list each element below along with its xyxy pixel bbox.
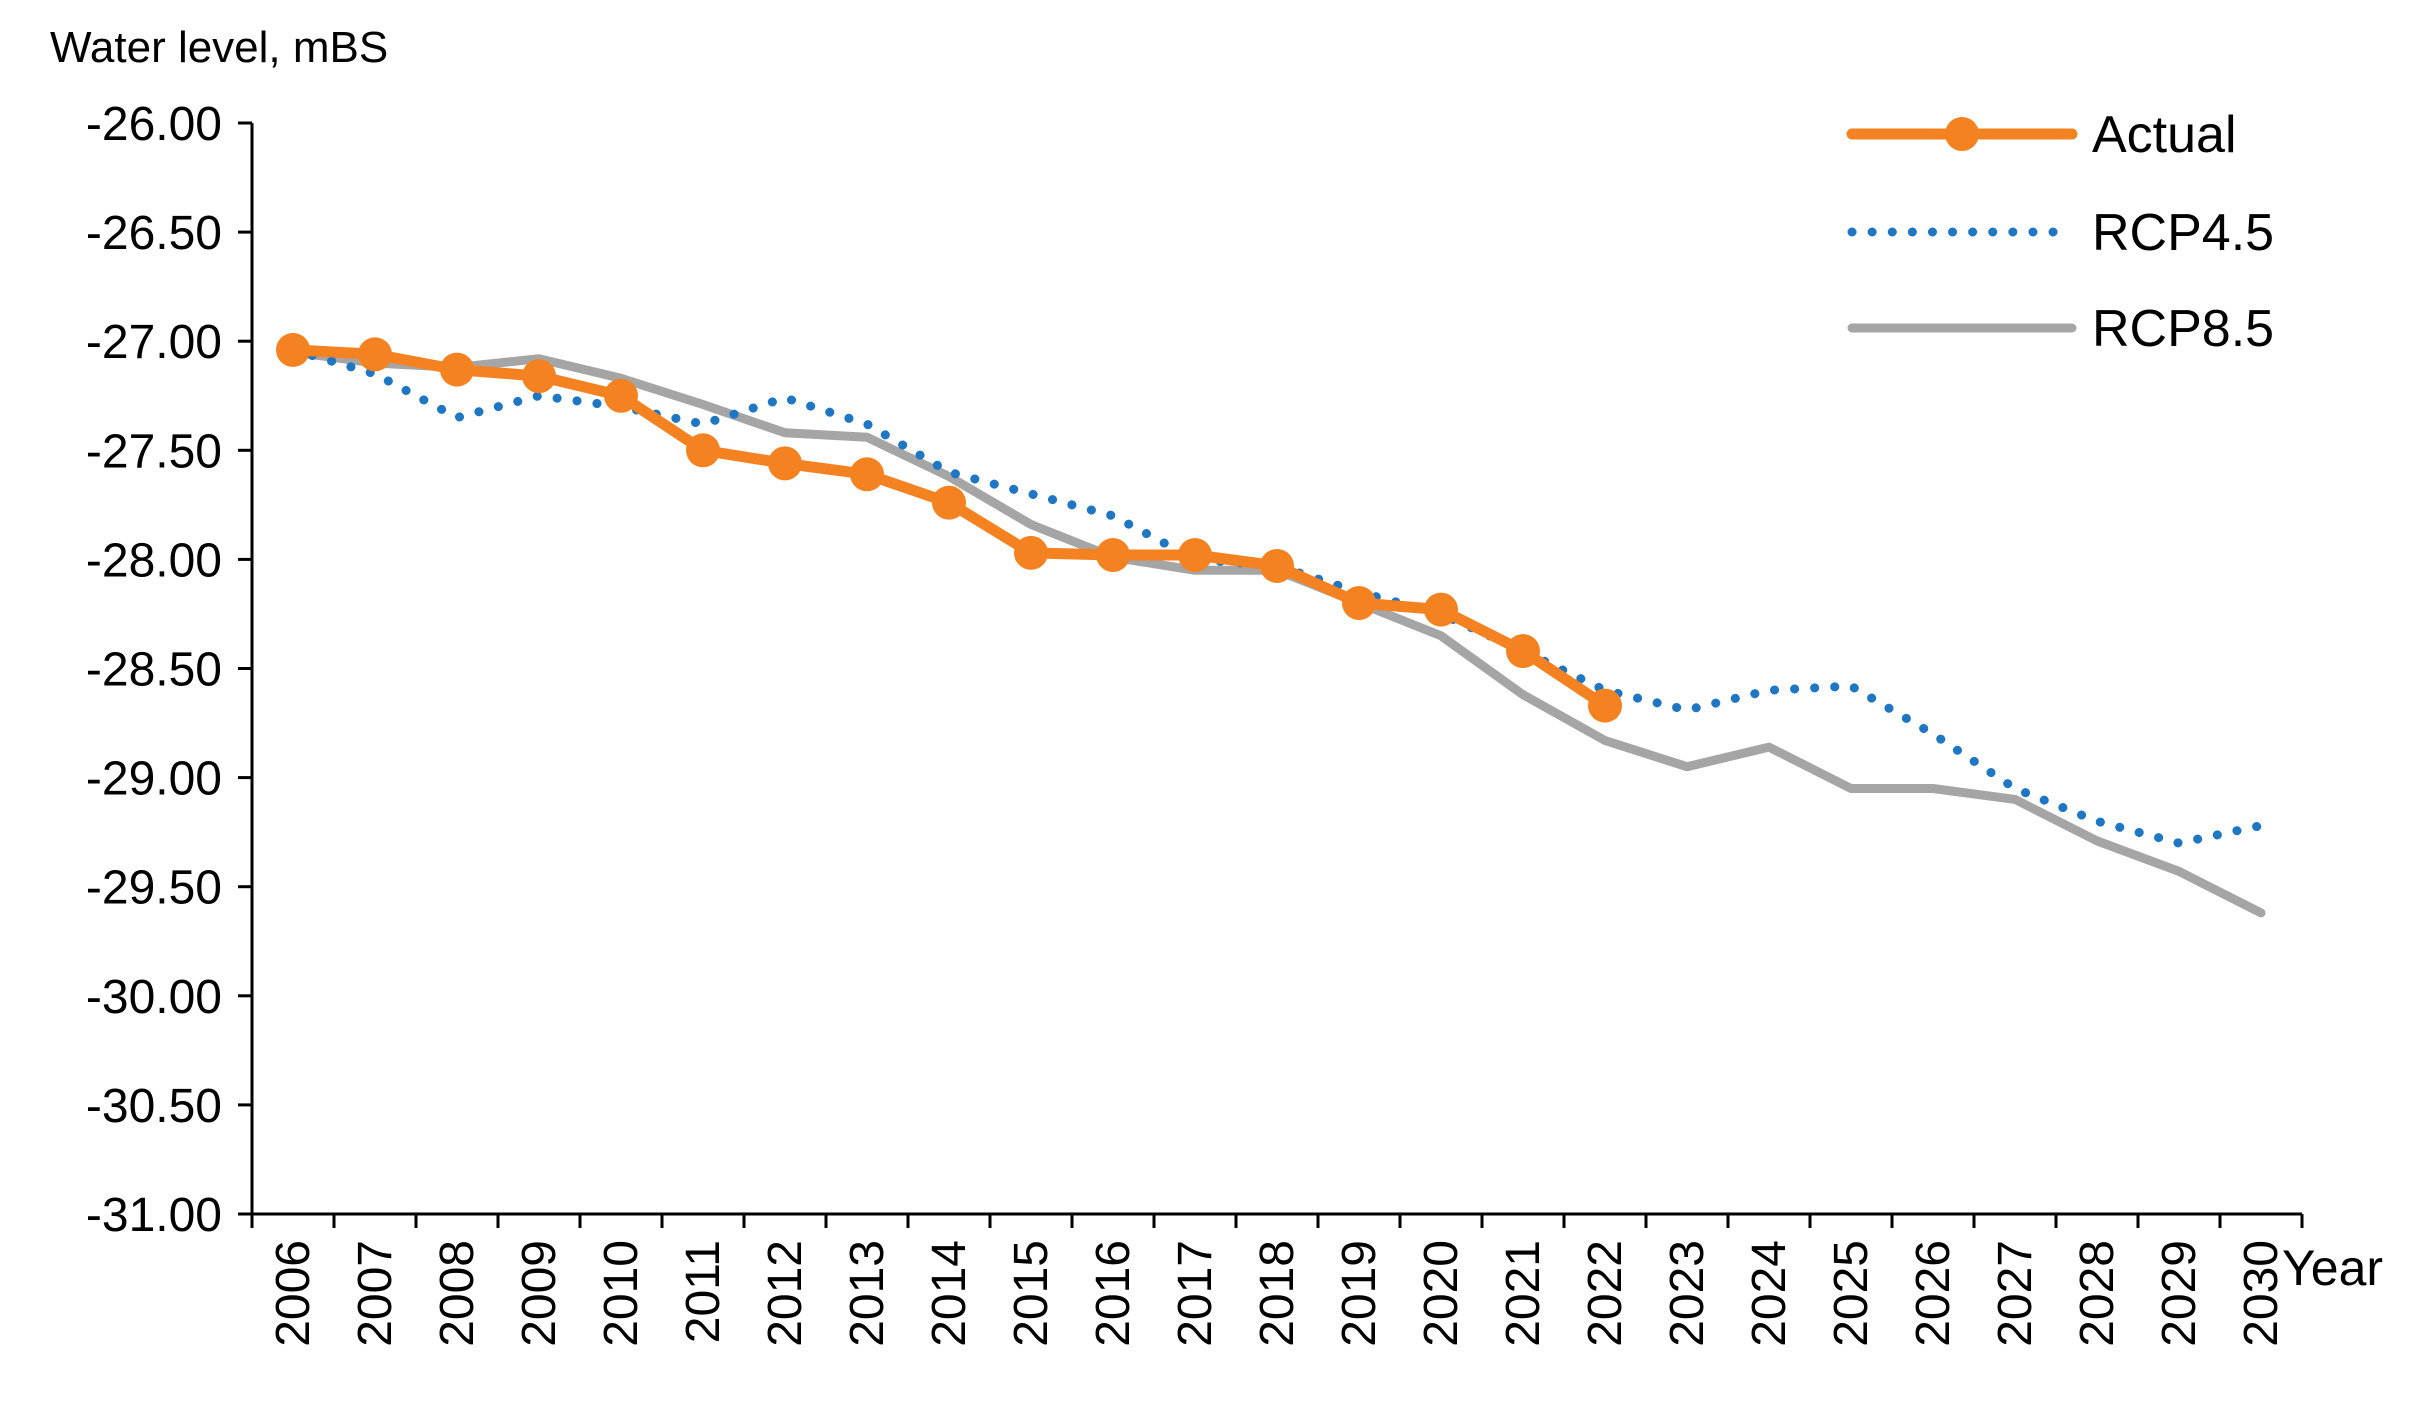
series-point-actual xyxy=(1342,586,1376,621)
x-tick-label: 2027 xyxy=(1989,1240,2042,1347)
legend-label-rcp4-5: RCP4.5 xyxy=(2092,204,2274,262)
x-tick-label: 2010 xyxy=(595,1240,648,1347)
legend-marker-actual xyxy=(1945,117,1979,151)
y-tick-label: -26.00 xyxy=(86,98,222,151)
series-point-actual xyxy=(1096,538,1130,573)
x-tick-label: 2019 xyxy=(1333,1240,1386,1347)
x-tick-label: 2028 xyxy=(2071,1240,2124,1347)
series-point-actual xyxy=(522,359,556,394)
x-tick-label: 2013 xyxy=(841,1240,894,1347)
y-tick-label: -27.00 xyxy=(86,316,222,369)
legend-label-rcp8-5: RCP8.5 xyxy=(2092,300,2274,358)
x-tick-label: 2014 xyxy=(923,1240,976,1347)
x-tick-label: 2018 xyxy=(1251,1240,1304,1347)
y-tick-label: -29.00 xyxy=(86,753,222,806)
series-line-rcp4-5 xyxy=(288,345,2266,848)
x-tick-label: 2016 xyxy=(1087,1240,1140,1347)
x-tick-label: 2021 xyxy=(1497,1240,1550,1347)
y-tick-label: -28.00 xyxy=(86,534,222,587)
x-tick-label: 2022 xyxy=(1579,1240,1632,1347)
x-tick-label: 2023 xyxy=(1661,1240,1714,1347)
y-tick-label: -30.00 xyxy=(86,971,222,1024)
series-point-actual xyxy=(1506,634,1540,669)
series-point-actual xyxy=(1260,548,1294,583)
x-tick-label: 2024 xyxy=(1743,1240,1796,1347)
x-tick-label: 2026 xyxy=(1907,1240,1960,1347)
x-tick-label: 2017 xyxy=(1169,1240,1222,1347)
series-point-actual xyxy=(604,378,638,413)
series-point-actual xyxy=(1588,688,1622,723)
x-tick-label: 2008 xyxy=(431,1240,484,1347)
x-tick-label: 2030 xyxy=(2235,1240,2288,1347)
x-tick-label: 2029 xyxy=(2153,1240,2206,1347)
legend: Actual RCP4.5 RCP8.5 xyxy=(1846,106,2274,358)
y-tick-label: -27.50 xyxy=(86,425,222,478)
y-tick-label: -31.00 xyxy=(86,1189,222,1242)
series-point-actual xyxy=(276,332,310,367)
series-point-actual xyxy=(686,433,720,468)
y-tick-label: -30.50 xyxy=(86,1080,222,1133)
series-point-actual xyxy=(440,352,474,387)
series-layer xyxy=(276,332,2266,918)
x-tick-label: 2020 xyxy=(1415,1240,1468,1347)
series-point-actual xyxy=(850,457,884,492)
series-point-actual xyxy=(358,337,392,372)
series-point-actual xyxy=(932,485,966,520)
x-tick-label: 2009 xyxy=(513,1240,566,1347)
x-tick-label: 2006 xyxy=(267,1240,320,1347)
series-point-actual xyxy=(1014,535,1048,570)
x-tick-label: 2011 xyxy=(677,1240,730,1343)
series-point-actual xyxy=(1424,592,1458,627)
series-point-actual xyxy=(768,446,802,481)
y-axis-title: Water level, mBS xyxy=(50,23,388,72)
axes: -26.00 -26.50 -27.00 -27.50 -28.00 -28.50 -29.… xyxy=(86,98,2304,1347)
series-point-actual xyxy=(1178,538,1212,573)
y-tick-label: -28.50 xyxy=(86,644,222,697)
x-tick-label: 2012 xyxy=(759,1240,812,1347)
series-line-actual xyxy=(287,344,1611,712)
y-tick-label: -26.50 xyxy=(86,207,222,260)
x-axis-title: Year xyxy=(2282,1240,2383,1296)
x-tick-label: 2007 xyxy=(349,1240,402,1347)
legend-label-actual: Actual xyxy=(2092,106,2237,164)
y-tick-label: -29.50 xyxy=(86,862,222,915)
x-tick-label: 2025 xyxy=(1825,1240,1878,1347)
series-line-rcp8-5 xyxy=(288,347,2266,918)
x-tick-label: 2015 xyxy=(1005,1240,1058,1347)
